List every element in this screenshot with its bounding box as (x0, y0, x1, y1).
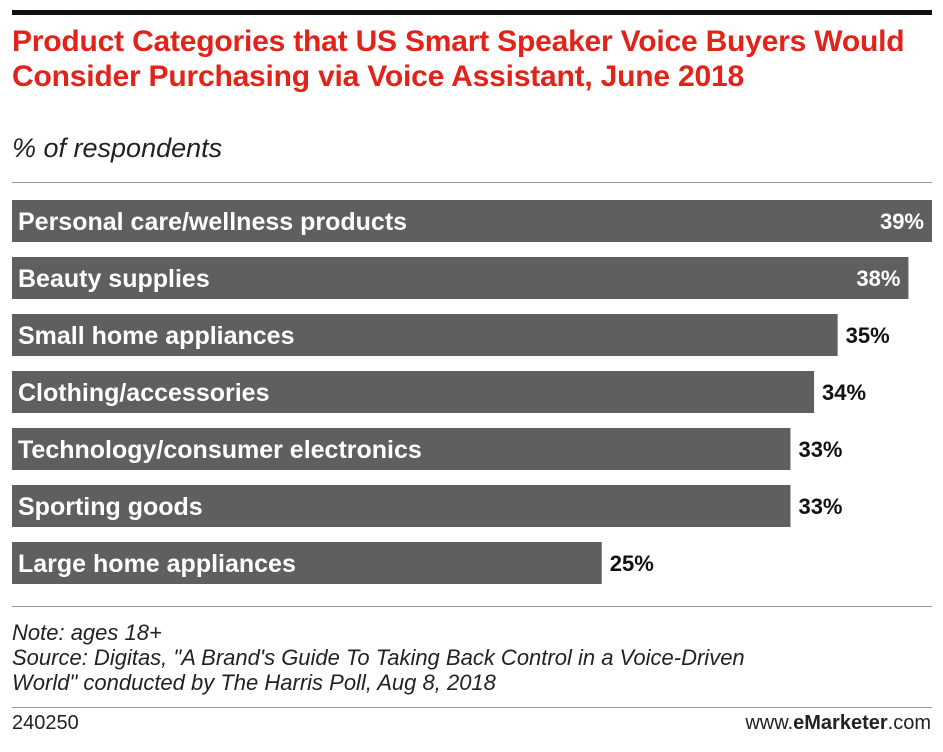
bar-chart: Personal care/wellness products 39% Beauty… (12, 200, 932, 584)
chart-top-divider (12, 182, 932, 183)
bar (12, 542, 602, 584)
bar-category-label: Clothing/accessories (18, 379, 269, 407)
bar-category-label: Personal care/wellness products (18, 208, 407, 236)
bar (12, 314, 838, 356)
footer-divider (12, 606, 932, 607)
chart-subtitle: % of respondents (12, 133, 223, 163)
bar (12, 257, 909, 299)
bar (12, 200, 932, 242)
bar-group: Large home appliances 25% (12, 542, 654, 584)
brand-suffix: .com (887, 712, 931, 734)
bar (12, 485, 791, 527)
bar-category-label: Large home appliances (18, 550, 296, 578)
source-line-1: Source: Digitas, "A Brand's Guide To Tak… (12, 645, 745, 670)
brand-link[interactable]: www.eMarketer.com (745, 712, 931, 735)
bar-value-label: 25% (610, 551, 654, 576)
bar-group: Small home appliances 35% (12, 314, 890, 356)
notes-block: Note: ages 18+ Source: Digitas, "A Brand… (12, 620, 932, 695)
bar-value-label: 34% (822, 380, 866, 405)
bar (12, 371, 815, 413)
bar (12, 428, 791, 470)
chart-title: Product Categories that US Smart Speaker… (12, 25, 905, 93)
source-line-2: World" conducted by The Harris Poll, Aug… (12, 670, 496, 695)
note-text: Note: ages 18+ (12, 620, 162, 645)
brand-prefix: www. (745, 712, 794, 734)
bar-group: Technology/consumer electronics 33% (12, 428, 843, 470)
bar-group: Personal care/wellness products 39% (12, 200, 932, 242)
bar-group: Beauty supplies 38% (12, 257, 909, 299)
top-rule (12, 10, 932, 15)
bar-value-label: 33% (798, 437, 842, 462)
bottom-divider (12, 707, 932, 708)
bar-category-label: Technology/consumer electronics (18, 436, 422, 464)
bar-value-label: 38% (856, 266, 900, 291)
bar-category-label: Beauty supplies (18, 265, 210, 293)
chart-id: 240250 (12, 712, 79, 734)
bar-category-label: Small home appliances (18, 322, 295, 350)
brand-name: eMarketer (793, 712, 888, 734)
bar-category-label: Sporting goods (18, 493, 203, 521)
bar-group: Clothing/accessories 34% (12, 371, 866, 413)
bar-value-label: 33% (798, 494, 842, 519)
bar-value-label: 35% (846, 323, 890, 348)
bar-value-label: 39% (880, 209, 924, 234)
bar-group: Sporting goods 33% (12, 485, 843, 527)
